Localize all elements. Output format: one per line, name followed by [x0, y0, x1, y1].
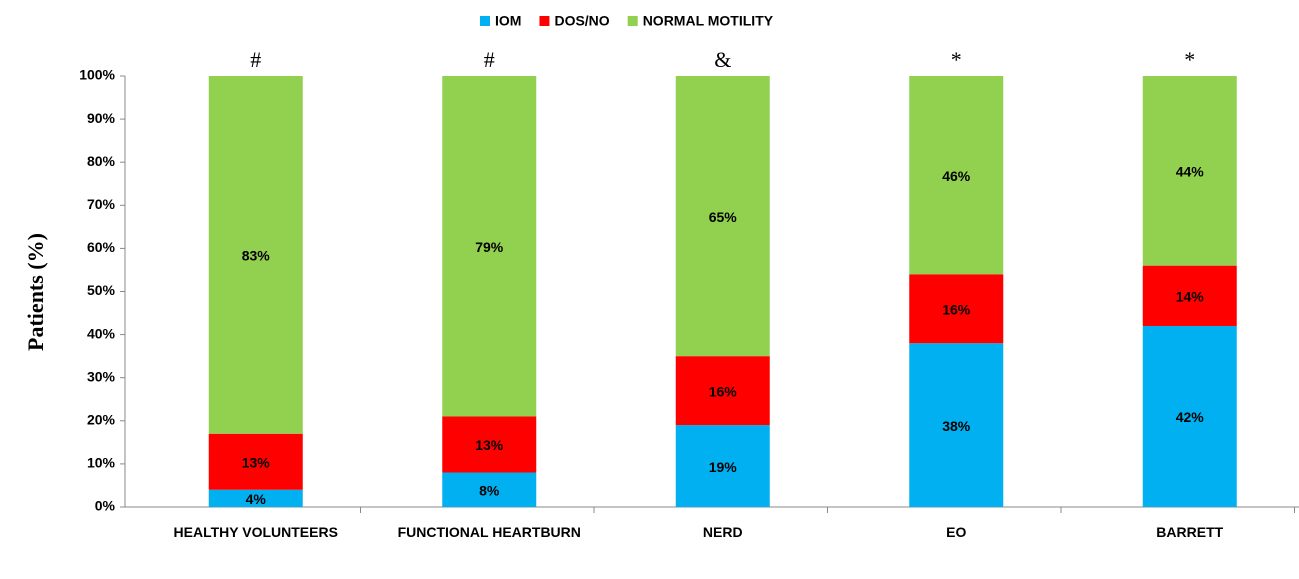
bar-segment	[442, 416, 537, 473]
bar-segment	[1142, 76, 1237, 266]
value-label: 65%	[709, 209, 738, 225]
legend-label: DOS/NO	[554, 13, 609, 29]
x-tick-label: HEALTHY VOLUNTEERS	[173, 524, 338, 540]
legend-swatch	[627, 16, 638, 26]
value-label: 16%	[709, 383, 738, 399]
y-tick-label: 30%	[87, 368, 116, 384]
value-label: 19%	[709, 459, 738, 475]
value-label: 79%	[475, 239, 504, 255]
bar-segment	[208, 76, 303, 434]
y-tick-label: 90%	[87, 110, 116, 126]
annotation: &	[714, 47, 731, 72]
bar-segment	[442, 76, 537, 417]
legend-swatch	[480, 16, 490, 26]
value-label: 44%	[1176, 164, 1205, 180]
y-tick-label: 80%	[87, 153, 116, 169]
y-tick-label: 10%	[87, 455, 116, 471]
bar-segment	[675, 356, 770, 426]
bar-segment	[1142, 325, 1237, 507]
bar-segment	[208, 489, 303, 507]
value-label: 4%	[246, 491, 267, 507]
legend-label: IOM	[495, 13, 521, 29]
value-label: 16%	[942, 301, 971, 317]
legend-label: NORMAL MOTILITY	[643, 13, 774, 29]
value-label: 42%	[1176, 409, 1205, 425]
y-tick-label: 100%	[79, 67, 115, 83]
value-label: 8%	[479, 482, 500, 498]
value-label: 14%	[1176, 289, 1205, 305]
x-tick-label: FUNCTIONAL HEARTBURN	[397, 524, 581, 540]
x-tick-label: BARRETT	[1156, 524, 1224, 540]
value-label: 13%	[242, 454, 271, 470]
x-tick-label: NERD	[702, 524, 743, 540]
value-label: 46%	[942, 168, 971, 184]
y-tick-label: 50%	[87, 282, 116, 298]
bar-segment	[909, 274, 1004, 344]
y-tick-label: 40%	[87, 325, 116, 341]
value-label: 38%	[942, 418, 971, 434]
y-axis-title: Patients (%)	[23, 233, 48, 351]
bar-segment	[675, 76, 770, 357]
annotation: *	[951, 47, 962, 72]
legend-swatch	[539, 16, 550, 26]
y-tick-label: 70%	[87, 196, 116, 212]
bar-segment	[909, 76, 1004, 275]
bar-segment	[1142, 265, 1237, 326]
y-tick-label: 0%	[95, 498, 116, 514]
annotation: *	[1184, 47, 1195, 72]
bar-segment	[675, 425, 770, 507]
x-tick-label: EO	[946, 524, 967, 540]
bar-segment	[208, 433, 303, 490]
bar-segment	[909, 343, 1004, 507]
y-tick-label: 60%	[87, 239, 116, 255]
y-tick-label: 20%	[87, 412, 116, 428]
annotation: #	[250, 47, 261, 72]
value-label: 13%	[475, 437, 504, 453]
value-label: 83%	[242, 248, 271, 264]
bar-segment	[442, 472, 537, 507]
annotation: #	[484, 47, 495, 72]
